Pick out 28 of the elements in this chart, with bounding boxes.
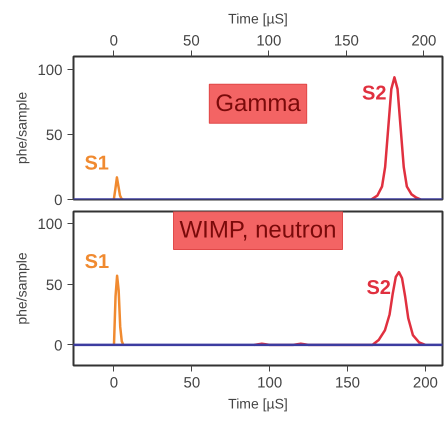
y-tick-label: 0: [54, 192, 62, 209]
y-tick-label: 0: [54, 337, 62, 354]
x2-tick-label: 100: [256, 32, 282, 50]
annotation: Gamma: [215, 90, 302, 118]
x-tick-label: 200: [412, 374, 438, 392]
y-tick-label: 50: [46, 127, 63, 144]
x-tick-label: 0: [110, 374, 118, 392]
x2-tick-label: 0: [110, 32, 118, 50]
x-tick-label: 150: [335, 374, 360, 392]
series-label: S2: [366, 277, 391, 300]
x2-tick-label: 50: [182, 32, 200, 50]
x-axis-title: Time [µS]: [228, 396, 288, 412]
x-tick-label: 100: [257, 374, 282, 392]
x2-tick-label: 200: [411, 32, 436, 50]
series-label: S1: [84, 152, 109, 174]
line-series: [112, 176, 124, 200]
series-label: S1: [84, 250, 110, 273]
y-tick-label: 50: [46, 276, 63, 294]
x2-tick-label: 150: [334, 32, 359, 50]
y-axis-title: phe/sample: [13, 92, 30, 164]
x-tick-label: 50: [183, 374, 200, 392]
line-series: [112, 274, 125, 346]
y-tick-label: 100: [37, 216, 63, 234]
y-tick-label: 100: [37, 62, 63, 79]
annotation: WIMP, neutron: [180, 216, 336, 244]
series-label: S2: [362, 82, 386, 104]
x2-axis-title: Time [µS]: [228, 10, 288, 26]
y-axis-title: phe/sample: [13, 252, 30, 325]
